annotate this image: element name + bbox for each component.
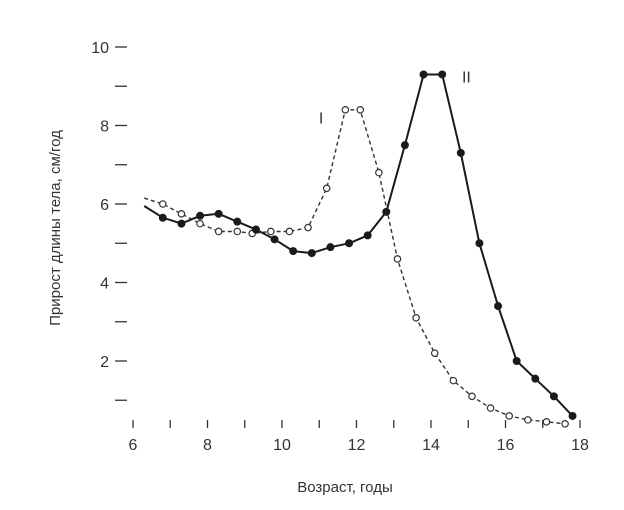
data-point-I: [322, 184, 331, 193]
data-point-I: [214, 227, 223, 236]
data-point-I: [412, 314, 420, 322]
data-point-II: [400, 141, 409, 150]
data-point-II: [307, 249, 316, 258]
data-point-II: [214, 209, 223, 218]
data-point-I: [449, 376, 458, 385]
data-point-II: [382, 207, 391, 216]
data-point-II: [549, 392, 558, 401]
data-point-I: [430, 349, 439, 357]
data-point-II: [326, 243, 335, 252]
x-tick-label: 14: [422, 437, 440, 454]
data-point-I: [196, 219, 204, 228]
y-axis: 2 4 6 8 10: [91, 40, 127, 401]
y-tick-label: 8: [100, 119, 109, 136]
data-point-II: [233, 217, 242, 226]
x-axis: 6 8 10 12 14 16 18: [129, 420, 589, 454]
x-tick-label: 8: [203, 437, 212, 454]
series-label-I: I: [319, 111, 323, 128]
series-line-I: [143, 109, 566, 425]
x-tick-label: 18: [571, 437, 589, 454]
data-point-II: [531, 374, 540, 383]
data-point-I: [468, 392, 476, 401]
data-point-I: [561, 419, 569, 428]
plot-area: III: [143, 69, 577, 428]
data-point-I: [233, 227, 242, 236]
data-point-II: [270, 235, 279, 244]
data-point-II: [289, 247, 298, 256]
y-tick-label: 6: [100, 197, 109, 214]
x-tick-label: 12: [348, 437, 366, 454]
data-point-II: [456, 148, 465, 157]
y-tick-label: 2: [100, 354, 109, 371]
data-point-I: [375, 168, 383, 177]
x-tick-label: 10: [273, 437, 291, 454]
data-point-I: [356, 106, 365, 114]
data-point-II: [345, 239, 354, 248]
data-point-II: [419, 70, 428, 79]
data-point-II: [568, 411, 577, 420]
data-point-I: [159, 200, 167, 208]
data-point-I: [177, 210, 186, 218]
x-tick-label: 6: [129, 437, 138, 454]
series-label-II: II: [462, 69, 471, 86]
data-point-II: [438, 70, 447, 79]
data-point-I: [524, 416, 532, 424]
data-point-II: [475, 239, 484, 248]
data-point-I: [341, 106, 350, 114]
y-tick-label: 4: [100, 276, 109, 293]
data-point-I: [505, 412, 514, 420]
data-point-II: [512, 357, 521, 366]
x-axis-label: Возраст, годы: [297, 479, 392, 496]
data-point-I: [486, 404, 495, 412]
data-point-II: [363, 231, 372, 240]
data-point-I: [285, 227, 294, 236]
x-tick-label: 16: [497, 437, 515, 454]
data-point-I: [393, 255, 402, 263]
data-point-I: [267, 227, 275, 236]
data-point-II: [251, 225, 260, 234]
data-point-II: [494, 302, 503, 311]
data-point-II: [196, 211, 205, 220]
data-point-II: [158, 213, 167, 222]
data-point-I: [304, 223, 312, 232]
data-point-I: [542, 418, 551, 426]
y-tick-label: 10: [91, 40, 109, 57]
data-point-II: [177, 219, 186, 228]
series-line-II: [143, 73, 574, 417]
y-axis-label: Прирост длины тела, см/год: [47, 130, 64, 326]
